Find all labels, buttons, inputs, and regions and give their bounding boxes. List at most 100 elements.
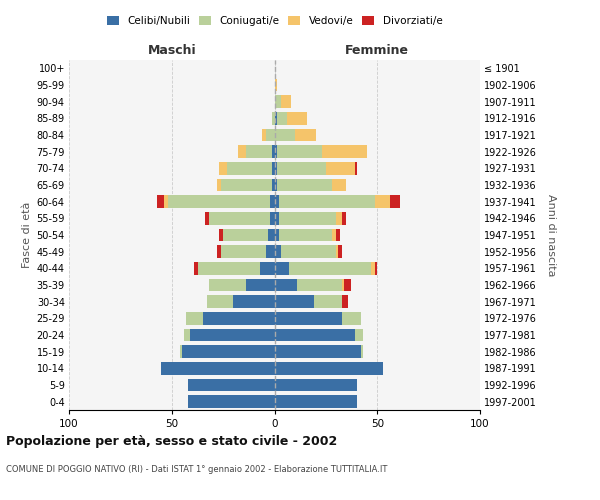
- Bar: [278, 212, 336, 224]
- Bar: [277, 146, 322, 158]
- Bar: [375, 196, 389, 208]
- Bar: [199, 262, 260, 274]
- Bar: [272, 112, 275, 124]
- Bar: [277, 179, 332, 192]
- Bar: [275, 212, 278, 224]
- Bar: [260, 262, 275, 274]
- Bar: [278, 196, 375, 208]
- Bar: [233, 296, 275, 308]
- Bar: [343, 312, 361, 324]
- Bar: [275, 146, 277, 158]
- Bar: [209, 212, 271, 224]
- Bar: [266, 129, 275, 141]
- Bar: [297, 279, 343, 291]
- Bar: [221, 179, 272, 192]
- Bar: [271, 196, 275, 208]
- Bar: [343, 212, 346, 224]
- Bar: [295, 129, 316, 141]
- Bar: [289, 262, 371, 274]
- Bar: [209, 279, 246, 291]
- Bar: [164, 196, 167, 208]
- Bar: [281, 246, 336, 258]
- Bar: [343, 296, 349, 308]
- Bar: [332, 179, 346, 192]
- Bar: [275, 96, 281, 108]
- Bar: [217, 179, 221, 192]
- Text: COMUNE DI POGGIO NATIVO (RI) - Dati ISTAT 1° gennaio 2002 - Elaborazione TUTTITA: COMUNE DI POGGIO NATIVO (RI) - Dati ISTA…: [6, 465, 388, 474]
- Bar: [246, 279, 275, 291]
- Bar: [275, 179, 277, 192]
- Bar: [238, 146, 246, 158]
- Bar: [371, 262, 375, 274]
- Bar: [275, 379, 356, 391]
- Bar: [221, 246, 266, 258]
- Bar: [336, 212, 343, 224]
- Bar: [190, 329, 275, 341]
- Bar: [194, 262, 199, 274]
- Bar: [275, 196, 278, 208]
- Bar: [336, 229, 340, 241]
- Bar: [217, 246, 221, 258]
- Bar: [275, 362, 383, 374]
- Bar: [180, 346, 182, 358]
- Bar: [223, 229, 268, 241]
- Bar: [277, 162, 326, 174]
- Bar: [188, 379, 275, 391]
- Bar: [322, 146, 367, 158]
- Bar: [182, 346, 275, 358]
- Bar: [184, 329, 190, 341]
- Bar: [219, 229, 223, 241]
- Bar: [275, 346, 361, 358]
- Bar: [314, 296, 343, 308]
- Bar: [275, 262, 289, 274]
- Bar: [326, 162, 355, 174]
- Bar: [272, 162, 275, 174]
- Bar: [277, 112, 287, 124]
- Y-axis label: Anni di nascita: Anni di nascita: [547, 194, 556, 276]
- Bar: [275, 329, 355, 341]
- Bar: [227, 162, 272, 174]
- Bar: [206, 296, 233, 308]
- Bar: [157, 196, 164, 208]
- Bar: [287, 112, 307, 124]
- Bar: [275, 296, 314, 308]
- Bar: [203, 312, 275, 324]
- Bar: [275, 112, 277, 124]
- Bar: [188, 396, 275, 408]
- Bar: [338, 246, 343, 258]
- Bar: [275, 279, 297, 291]
- Bar: [278, 229, 332, 241]
- Bar: [275, 79, 277, 92]
- Bar: [332, 229, 336, 241]
- Bar: [275, 129, 295, 141]
- Bar: [361, 346, 363, 358]
- Bar: [336, 246, 338, 258]
- Text: Maschi: Maschi: [148, 44, 196, 57]
- Bar: [272, 146, 275, 158]
- Bar: [275, 162, 277, 174]
- Bar: [167, 196, 271, 208]
- Bar: [275, 246, 281, 258]
- Bar: [268, 229, 275, 241]
- Text: Femmine: Femmine: [345, 44, 409, 57]
- Bar: [271, 212, 275, 224]
- Bar: [344, 279, 350, 291]
- Bar: [205, 212, 209, 224]
- Bar: [275, 396, 356, 408]
- Bar: [266, 246, 275, 258]
- Legend: Celibi/Nubili, Coniugati/e, Vedovi/e, Divorziati/e: Celibi/Nubili, Coniugati/e, Vedovi/e, Di…: [107, 16, 442, 26]
- Bar: [161, 362, 275, 374]
- Bar: [375, 262, 377, 274]
- Y-axis label: Fasce di età: Fasce di età: [22, 202, 32, 268]
- Bar: [355, 162, 356, 174]
- Bar: [186, 312, 203, 324]
- Bar: [389, 196, 400, 208]
- Bar: [275, 312, 343, 324]
- Bar: [219, 162, 227, 174]
- Bar: [272, 179, 275, 192]
- Bar: [246, 146, 272, 158]
- Bar: [275, 229, 278, 241]
- Text: Popolazione per età, sesso e stato civile - 2002: Popolazione per età, sesso e stato civil…: [6, 435, 337, 448]
- Bar: [355, 329, 363, 341]
- Bar: [262, 129, 266, 141]
